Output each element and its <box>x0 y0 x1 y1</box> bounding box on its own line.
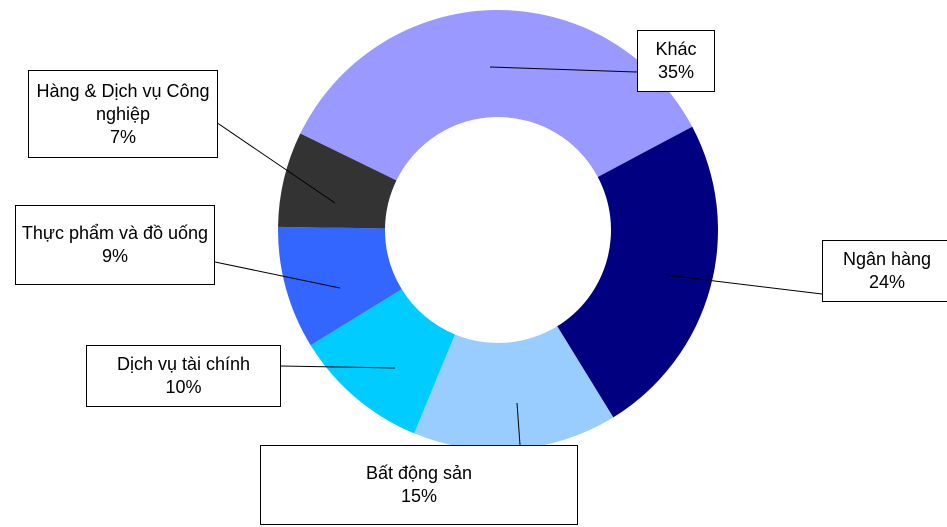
leader-line <box>516 402 521 446</box>
label-name: Thực phẩm và đồ uống <box>21 223 209 243</box>
data-label: Khác 35% <box>637 30 715 92</box>
label-name: Bất động sản <box>365 463 473 483</box>
data-label: Bất động sản 15% <box>260 445 578 525</box>
data-label: Hàng & Dịch vụ Công nghiệp 7% <box>28 70 218 158</box>
label-value: 7% <box>109 126 136 147</box>
label-name: Ngân hàng <box>842 249 932 269</box>
leader-line <box>664 274 823 295</box>
leader-line <box>209 117 336 204</box>
leader-line <box>214 261 341 289</box>
leader-line <box>280 365 396 369</box>
data-label: Ngân hàng 24% <box>822 240 947 302</box>
label-value: 15% <box>400 486 438 506</box>
donut-slice <box>557 126 718 418</box>
label-name: Hàng & Dịch vụ Công nghiệp <box>36 80 210 124</box>
label-value: 9% <box>101 246 128 266</box>
donut-slice <box>278 133 397 229</box>
donut-slice <box>300 10 693 181</box>
label-name: Dịch vụ tài chính <box>116 354 251 374</box>
label-name: Khác <box>655 39 697 59</box>
data-label: Thực phẩm và đồ uống 9% <box>15 205 215 285</box>
donut-slice <box>278 226 402 346</box>
data-label: Dịch vụ tài chính 10% <box>86 345 281 407</box>
label-value: 10% <box>165 377 202 397</box>
leader-line <box>489 66 638 73</box>
donut-slice <box>310 289 455 434</box>
donut-slice <box>414 326 614 450</box>
label-value: 35% <box>657 62 695 82</box>
label-value: 24% <box>868 272 906 292</box>
